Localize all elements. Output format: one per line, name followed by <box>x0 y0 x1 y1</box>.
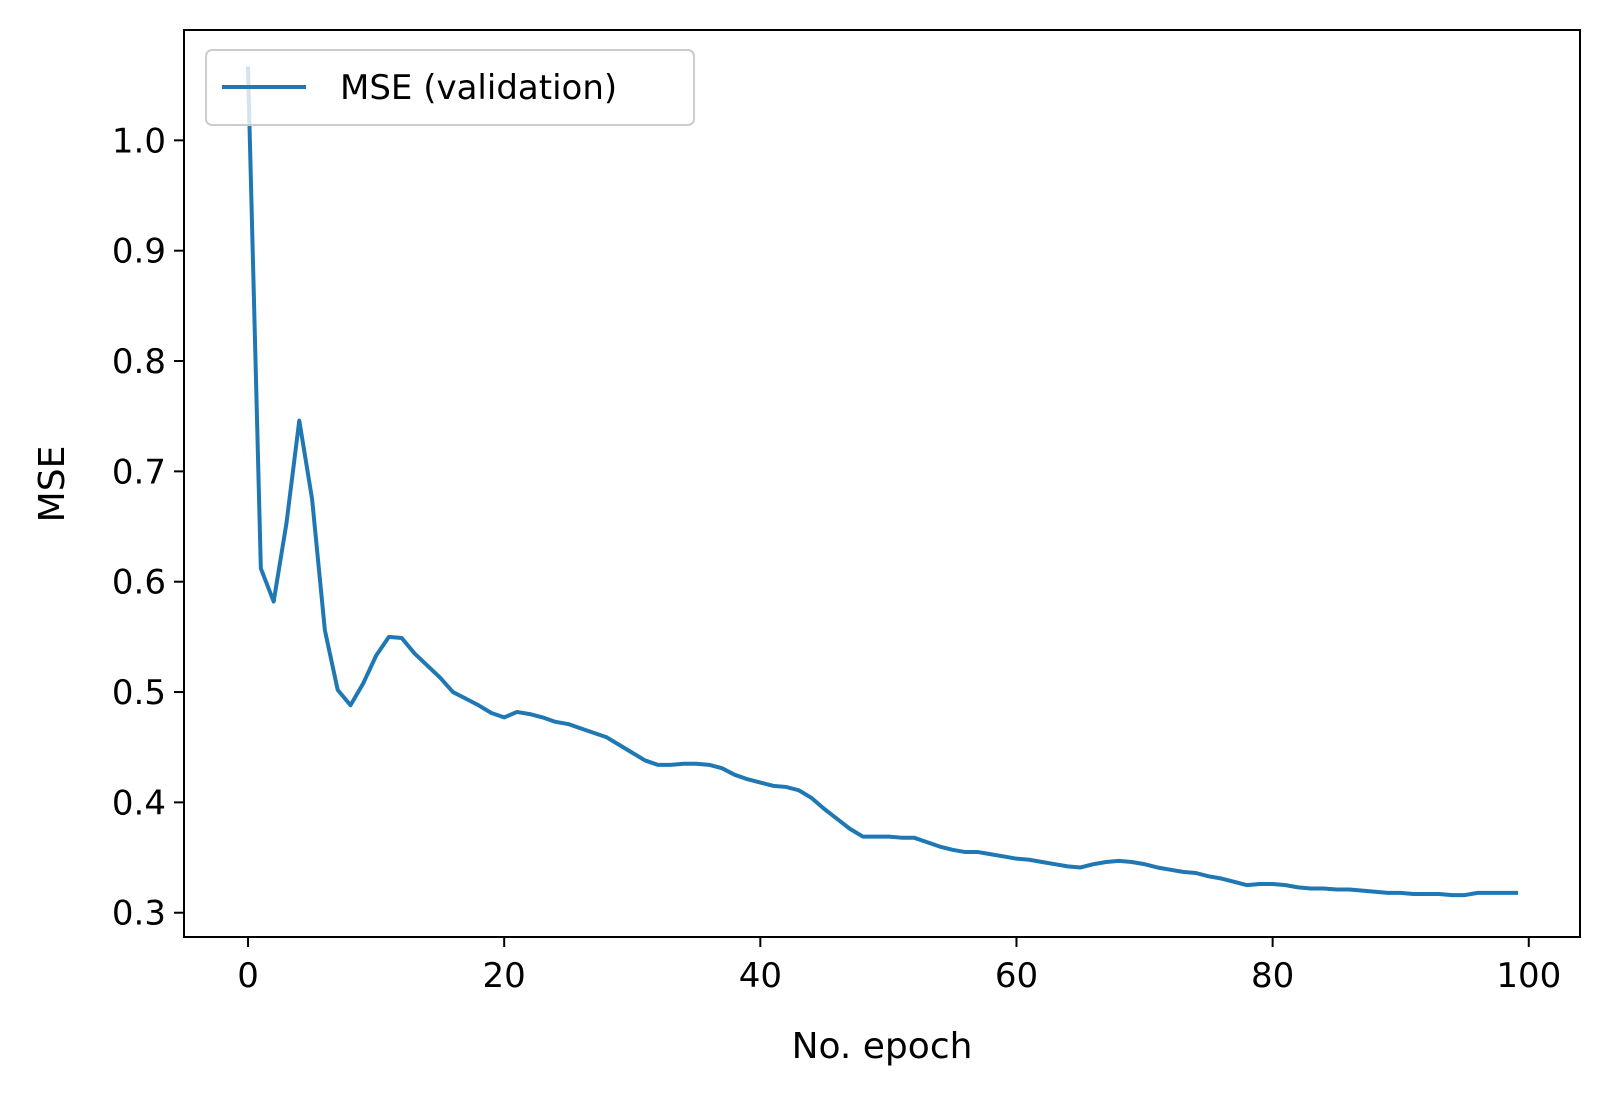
x-tick-label: 40 <box>739 956 782 996</box>
plot-frame <box>183 29 1581 938</box>
y-tick-label: 0.3 <box>112 894 166 934</box>
y-tick-label: 0.7 <box>112 452 166 492</box>
x-tick-label: 20 <box>483 956 526 996</box>
y-axis-ticks: 0.3 0.4 0.5 0.6 0.7 0.8 0.9 1.0 <box>112 121 184 934</box>
y-tick-label: 0.9 <box>112 232 166 272</box>
x-tick-label: 0 <box>237 956 259 996</box>
x-axis-ticks: 0 20 40 60 80 100 <box>237 937 1561 996</box>
x-tick-label: 100 <box>1496 956 1561 996</box>
x-tick-label: 60 <box>995 956 1038 996</box>
legend-box <box>205 49 695 126</box>
series-line-mse-validation <box>245 66 1518 898</box>
legend: MSE (validation) <box>205 49 695 126</box>
legend-label: MSE (validation) <box>340 68 617 108</box>
y-tick-label: 0.6 <box>112 563 166 603</box>
y-tick-label: 1.0 <box>112 121 166 161</box>
series-layer <box>245 66 1518 898</box>
y-axis-label: MSE <box>32 446 73 523</box>
y-tick-label: 0.5 <box>112 673 166 713</box>
y-tick-label: 0.4 <box>112 783 166 823</box>
y-tick-label: 0.8 <box>112 342 166 382</box>
x-tick-label: 80 <box>1251 956 1294 996</box>
x-axis-label: No. epoch <box>792 1026 973 1067</box>
